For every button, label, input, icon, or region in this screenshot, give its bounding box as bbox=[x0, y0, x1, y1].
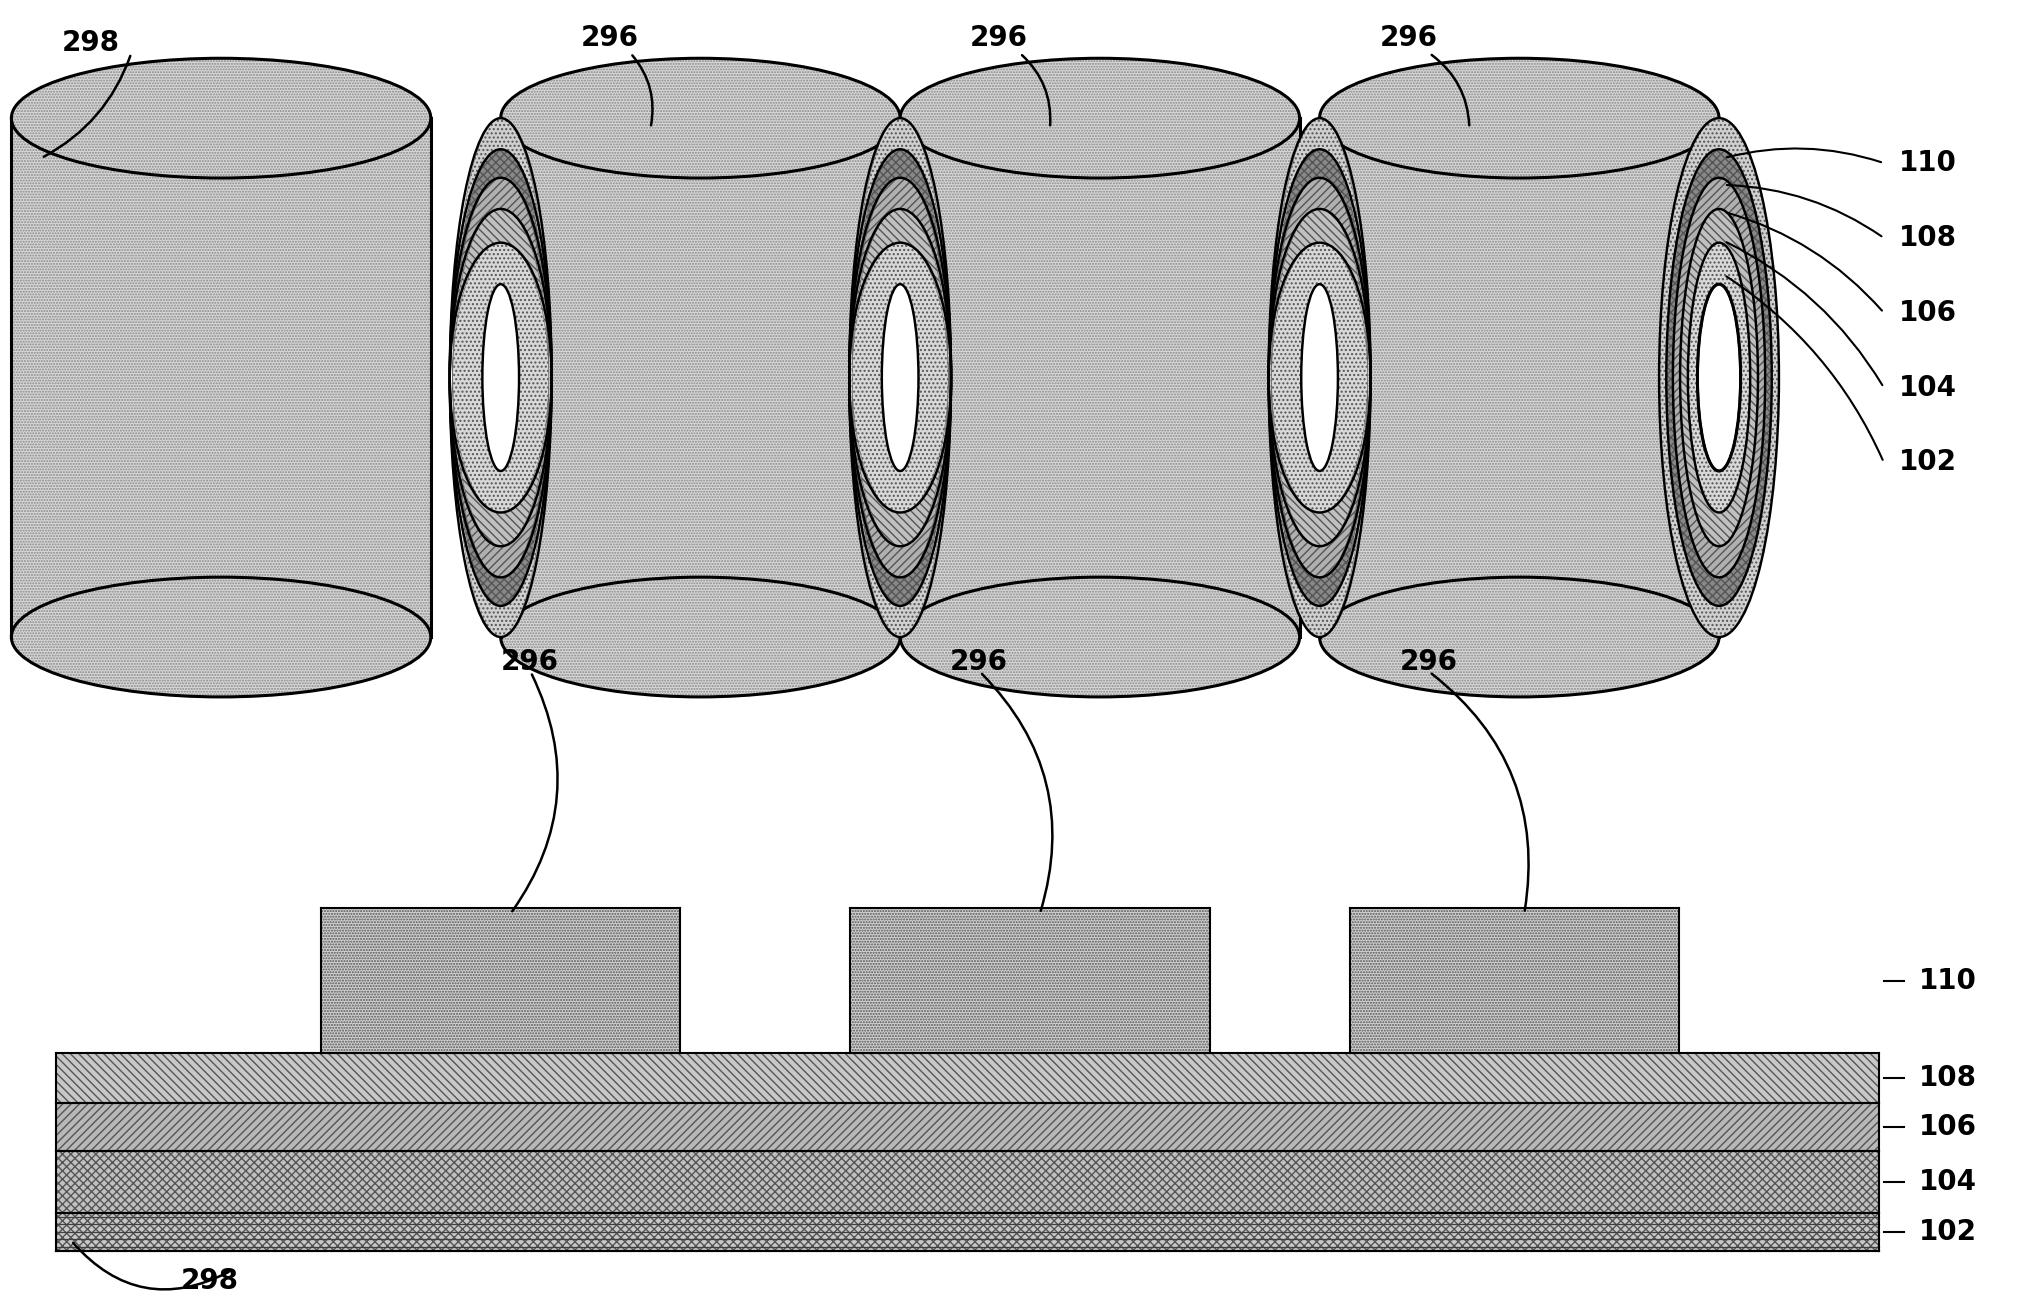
Bar bbox=[57, 1151, 1880, 1213]
Bar bbox=[321, 908, 681, 1053]
Ellipse shape bbox=[881, 284, 918, 471]
Bar bbox=[57, 1213, 1880, 1251]
Text: 296: 296 bbox=[1399, 648, 1457, 676]
Bar bbox=[1320, 118, 1720, 637]
Text: 106: 106 bbox=[1918, 1114, 1977, 1141]
Ellipse shape bbox=[899, 59, 1300, 178]
Text: 296: 296 bbox=[1380, 25, 1437, 52]
Text: 110: 110 bbox=[1900, 149, 1956, 176]
Ellipse shape bbox=[1673, 178, 1764, 578]
Ellipse shape bbox=[453, 178, 548, 578]
Ellipse shape bbox=[853, 118, 948, 637]
Bar bbox=[501, 118, 899, 637]
Bar bbox=[57, 1053, 1880, 1103]
Ellipse shape bbox=[853, 178, 948, 578]
Bar bbox=[57, 1053, 1880, 1103]
Ellipse shape bbox=[483, 284, 519, 471]
Ellipse shape bbox=[1271, 118, 1368, 637]
Ellipse shape bbox=[501, 59, 899, 178]
Bar bbox=[1350, 908, 1679, 1053]
Bar bbox=[12, 118, 430, 637]
Ellipse shape bbox=[1271, 149, 1368, 606]
Text: 110: 110 bbox=[1918, 967, 1977, 995]
Bar bbox=[501, 118, 899, 637]
Ellipse shape bbox=[899, 578, 1300, 697]
Text: 102: 102 bbox=[1900, 448, 1956, 477]
Ellipse shape bbox=[12, 578, 430, 697]
Text: 104: 104 bbox=[1918, 1168, 1977, 1196]
Text: 102: 102 bbox=[1918, 1218, 1977, 1246]
Bar bbox=[321, 908, 681, 1053]
Ellipse shape bbox=[853, 243, 948, 512]
Bar bbox=[57, 1103, 1880, 1151]
Ellipse shape bbox=[1659, 118, 1778, 637]
Bar bbox=[1320, 118, 1720, 637]
Ellipse shape bbox=[853, 149, 948, 606]
Bar bbox=[12, 118, 430, 637]
Bar bbox=[851, 908, 1211, 1053]
Ellipse shape bbox=[453, 149, 548, 606]
Bar bbox=[57, 1103, 1880, 1151]
Bar bbox=[899, 118, 1300, 637]
Ellipse shape bbox=[1665, 149, 1772, 606]
Ellipse shape bbox=[1271, 178, 1368, 578]
Text: 296: 296 bbox=[580, 25, 639, 52]
Text: 296: 296 bbox=[970, 25, 1029, 52]
Ellipse shape bbox=[453, 209, 548, 546]
Text: 296: 296 bbox=[950, 648, 1008, 676]
Ellipse shape bbox=[1688, 243, 1750, 512]
Ellipse shape bbox=[453, 118, 548, 637]
Text: 106: 106 bbox=[1900, 299, 1956, 327]
Bar bbox=[899, 118, 1300, 637]
Ellipse shape bbox=[1320, 578, 1720, 697]
Text: 104: 104 bbox=[1900, 374, 1956, 401]
Ellipse shape bbox=[12, 59, 430, 178]
Ellipse shape bbox=[1679, 209, 1758, 546]
Ellipse shape bbox=[1320, 59, 1720, 178]
Text: 108: 108 bbox=[1918, 1064, 1977, 1093]
Bar bbox=[1350, 908, 1679, 1053]
Bar bbox=[57, 1213, 1880, 1251]
Ellipse shape bbox=[453, 243, 548, 512]
Text: 296: 296 bbox=[501, 648, 558, 676]
Ellipse shape bbox=[1698, 284, 1740, 471]
Bar bbox=[57, 1151, 1880, 1213]
Text: 298: 298 bbox=[182, 1266, 238, 1295]
Ellipse shape bbox=[1271, 243, 1368, 512]
Ellipse shape bbox=[501, 578, 899, 697]
Bar bbox=[851, 908, 1211, 1053]
Ellipse shape bbox=[1302, 284, 1338, 471]
Text: 108: 108 bbox=[1900, 223, 1956, 252]
Ellipse shape bbox=[1271, 209, 1368, 546]
Text: 298: 298 bbox=[61, 29, 119, 58]
Ellipse shape bbox=[853, 209, 948, 546]
